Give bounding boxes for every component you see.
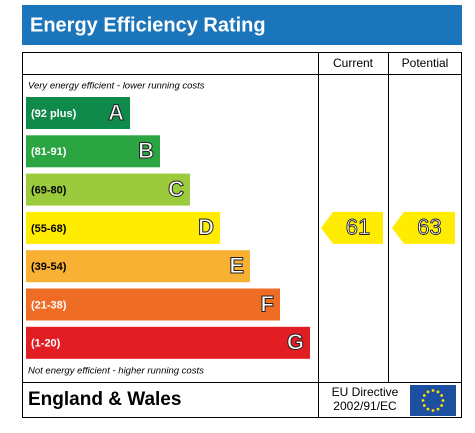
region: England & Wales: [28, 389, 181, 410]
band: [26, 326, 310, 359]
star: [422, 394, 426, 397]
band-range: (92 plus): [31, 108, 77, 120]
band: [26, 250, 250, 283]
rating-value: 61: [346, 215, 370, 240]
chart-title: Energy Efficiency Rating: [30, 14, 266, 36]
directive: 2002/91/EC: [333, 399, 397, 413]
band-letter: F: [261, 291, 274, 316]
band: [26, 173, 190, 206]
star: [441, 399, 445, 402]
band: [26, 135, 160, 168]
star: [440, 394, 444, 397]
band-range: (1-20): [31, 338, 61, 350]
band-letter: D: [198, 215, 214, 240]
band-letter: E: [229, 253, 244, 278]
band: [26, 288, 280, 321]
star: [431, 389, 435, 392]
band-letter: B: [138, 138, 154, 163]
title-bar: [22, 5, 462, 45]
star: [436, 390, 440, 394]
rating-arrow: [321, 211, 383, 244]
band: [26, 97, 130, 129]
star: [440, 404, 444, 407]
star: [426, 390, 430, 394]
directive: EU Directive: [332, 385, 399, 399]
eu-flag: [410, 385, 456, 416]
band: [26, 211, 220, 244]
top-note: Very energy efficient - lower running co…: [28, 81, 205, 92]
current-header: Current: [333, 56, 374, 70]
band-range: (39-54): [31, 261, 67, 273]
rating-value: 63: [417, 215, 441, 240]
band-letter: C: [168, 176, 184, 201]
star: [421, 399, 425, 402]
band-range: (55-68): [31, 223, 67, 235]
star: [436, 407, 440, 411]
band-range: (81-91): [31, 146, 67, 158]
bottom-note: Not energy efficient - higher running co…: [28, 366, 204, 377]
band-range: (69-80): [31, 185, 67, 197]
flag-stars: [421, 389, 445, 412]
star: [431, 409, 435, 412]
band-range: (21-38): [31, 299, 67, 311]
band-letter: G: [287, 330, 304, 355]
star: [426, 407, 430, 411]
band-letter: A: [108, 100, 124, 125]
star: [422, 404, 426, 407]
frame: [22, 52, 462, 418]
rating-arrow: [392, 211, 455, 244]
potential-header: Potential: [402, 56, 449, 70]
